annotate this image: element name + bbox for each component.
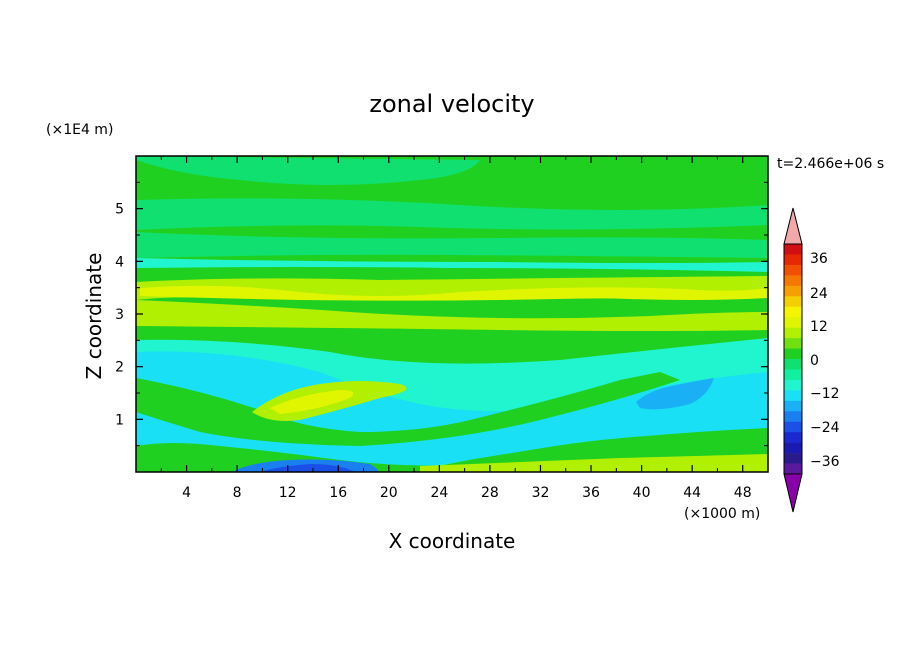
field-blue-bottom-core [260,464,355,472]
x-tick-label: 40 [633,485,651,501]
colorbar-tick-label: 12 [810,319,828,335]
colorbar-swatch [784,264,802,276]
y-unit-label: (×1E4 m) [46,122,113,138]
colorbar-swatch [784,285,802,297]
field-yellow-lens-core [270,390,354,414]
colorbar-swatch [784,379,802,391]
colorbar-swatch [784,348,802,360]
colorbar-frame [783,243,803,475]
field-seafoam-band-2 [136,232,768,258]
field-top-seafoam [136,156,480,185]
x-axis-label: X coordinate [389,529,516,553]
colorbar-swatch [784,432,802,443]
x-unit-label: (×1000 m) [684,506,760,522]
y-tick-label: 2 [115,360,124,376]
colorbar-swatch [784,400,802,412]
field-green-band-lower [136,372,680,446]
colorbar-swatch [784,369,802,381]
x-tick-label: 48 [734,485,752,501]
field-yellow-band [140,285,768,301]
y-axis: 1 2 3 4 5 [115,181,768,447]
colorbar-swatch [784,317,802,328]
colorbar-swatch [784,254,802,266]
colorbar-swatch [784,411,802,423]
colorbar-swatch [784,338,802,349]
field-top-green [136,156,768,193]
colorbar-tick-label: 36 [810,251,828,267]
colorbar-swatch [784,390,802,402]
field-blue-pocket [636,378,714,410]
colorbar-swatch [784,442,802,454]
colorbar-swatch [784,421,802,433]
colorbar-swatch [784,306,802,318]
y-tick-label: 5 [115,202,124,218]
x-tick-label: 36 [582,485,600,501]
y-tick-label: 3 [115,307,124,323]
x-tick-label: 32 [532,485,550,501]
colorbar-tick-label: −12 [810,386,840,402]
contour-field [136,156,768,472]
x-tick-label: 20 [380,485,398,501]
colorbar-swatch [784,275,802,287]
colorbar-swatch [784,244,802,255]
colorbar: 36 24 12 0 −12 −24 −36 [783,207,840,513]
colorbar-tick-label: −36 [810,454,840,470]
y-tick-label: 1 [115,412,124,428]
colorbar-overflow-low [783,473,803,513]
colorbar-swatch [784,453,802,464]
x-tick-label: 24 [430,485,448,501]
colorbar-tick-label: 24 [810,286,828,302]
colorbar-swatch [784,296,802,308]
x-tick-label: 8 [233,485,242,501]
x-tick-label: 28 [481,485,499,501]
x-tick-label: 44 [683,485,701,501]
y-axis-label: Z coordinate [82,253,106,380]
x-tick-label: 12 [279,485,297,501]
field-cyan-line [136,258,768,272]
colorbar-swatch [784,359,802,370]
x-tick-label: 16 [329,485,347,501]
x-tick-label: 4 [182,485,191,501]
field-yellow-bottom [420,454,768,472]
y-tick-label: 4 [115,254,124,270]
x-axis: 4 8 12 16 20 24 28 32 36 40 44 48 [160,156,752,501]
colorbar-swatch [784,463,802,475]
field-seafoam-band [136,198,768,230]
chart-title: zonal velocity [369,90,534,118]
field-yellow-green-band-2 [136,300,768,331]
time-label: t=2.466e+06 s [777,156,884,172]
colorbar-tick-label: −24 [810,420,840,436]
colorbar-tick-label: 0 [810,353,819,369]
colorbar-swatch [784,327,802,339]
colorbar-overflow-high [783,207,803,245]
